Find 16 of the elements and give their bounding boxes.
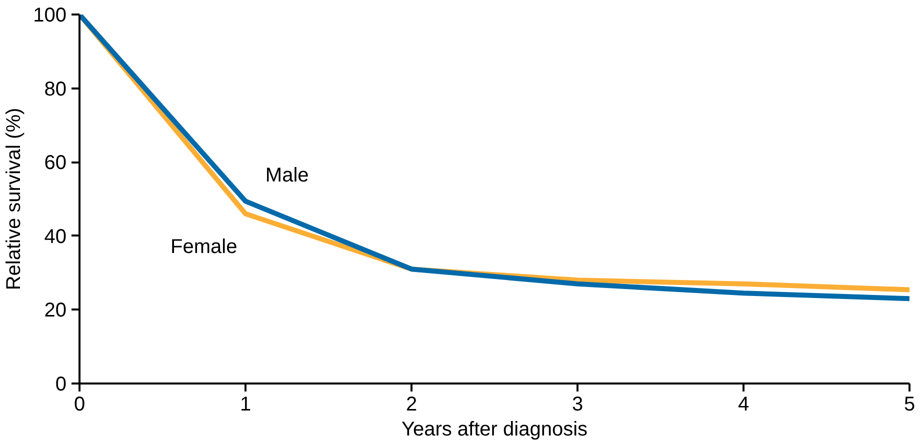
- y-tick-label: 100: [33, 4, 67, 26]
- series-label: Female: [170, 236, 238, 258]
- y-tick-label: 20: [44, 300, 67, 322]
- x-tick-label: 1: [240, 394, 252, 416]
- series-label: Male: [265, 164, 309, 186]
- x-tick-label: 4: [738, 394, 750, 416]
- x-tick-label: 2: [406, 394, 418, 416]
- x-tick-label: 3: [572, 394, 584, 416]
- x-tick-label: 0: [74, 394, 86, 416]
- x-tick-label: 5: [904, 394, 916, 416]
- y-tick-label: 40: [44, 226, 67, 248]
- y-tick-label: 80: [44, 78, 67, 100]
- y-axis-title: Relative survival (%): [3, 108, 26, 290]
- y-tick-label: 0: [55, 374, 66, 396]
- x-axis-title: Years after diagnosis: [401, 418, 588, 440]
- y-tick-label: 60: [44, 152, 67, 174]
